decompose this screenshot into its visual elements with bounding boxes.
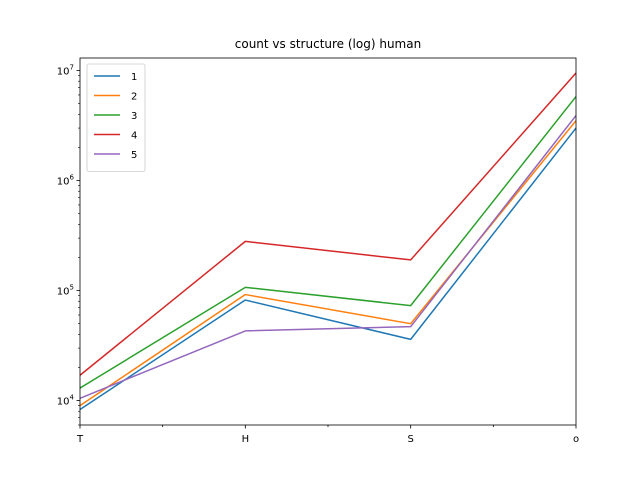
legend: 1 2 3 4 5: [86, 63, 146, 172]
legend-label-2: 2: [131, 92, 137, 103]
series-line-2: [79, 120, 577, 407]
legend-label-3: 3: [131, 111, 137, 122]
legend-label-1: 1: [131, 72, 137, 83]
x-tick-label: o: [573, 434, 579, 445]
series-layer: [79, 72, 577, 411]
y-tick-label: 105: [57, 284, 74, 298]
y-tick-label: 107: [57, 64, 74, 78]
y-tick-label: 104: [57, 394, 75, 408]
plot-frame: [79, 57, 577, 426]
series-line-5: [79, 115, 577, 399]
legend-label-4: 4: [131, 131, 137, 142]
x-tick-label: T: [76, 434, 84, 445]
series-line-4: [79, 72, 577, 376]
legend-box: [86, 63, 146, 172]
chart-title: count vs structure (log) human: [235, 37, 421, 51]
y-tick-label: 106: [57, 174, 75, 188]
x-tick-label: H: [242, 434, 250, 445]
series-line-1: [79, 127, 577, 411]
series-line-3: [79, 96, 577, 389]
y-axis: 104 105 106 107: [57, 64, 80, 426]
x-tick-label: S: [407, 434, 413, 445]
legend-label-5: 5: [131, 150, 137, 161]
